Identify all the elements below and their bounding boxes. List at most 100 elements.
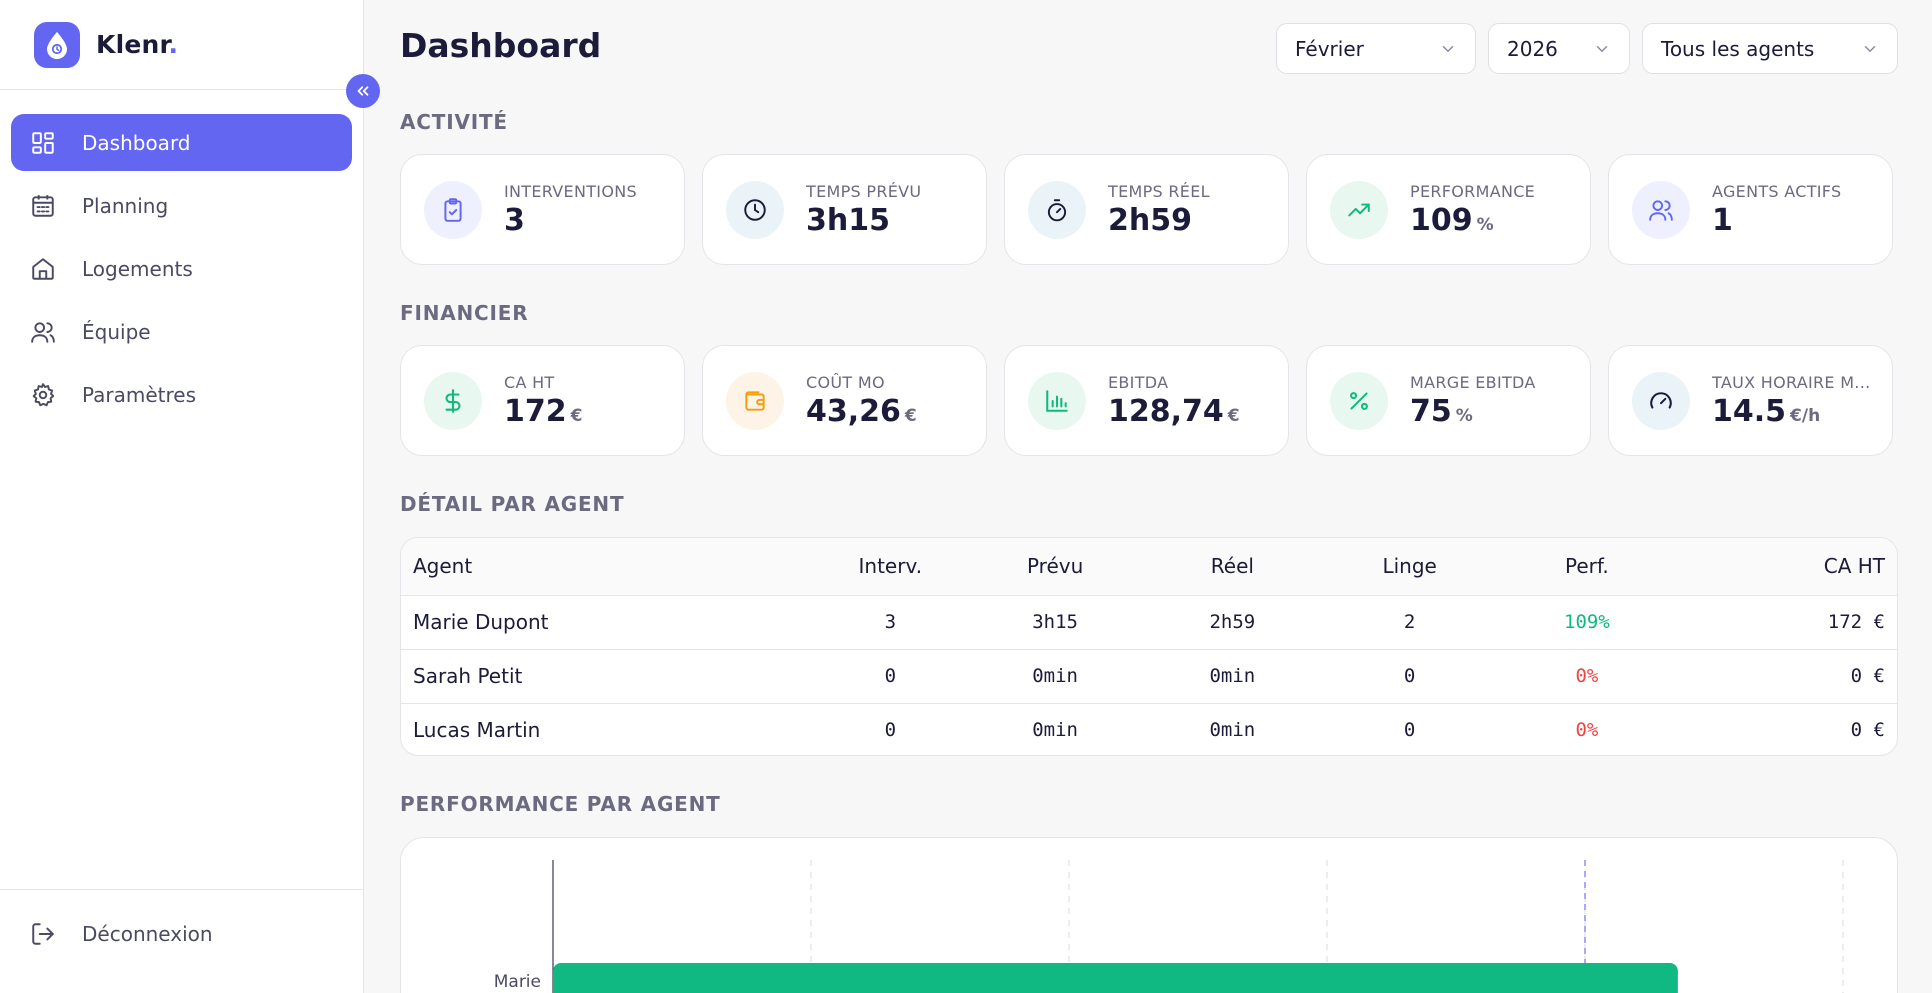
section-title-performance-agent: PERFORMANCE PAR AGENT [400, 792, 721, 816]
bar-marie[interactable] [553, 963, 1678, 993]
stat-label: TAUX HORAIRE M... [1712, 372, 1871, 392]
calendar-icon [29, 192, 57, 220]
stat-value: 75% [1410, 393, 1473, 429]
performance-chart: Marie [400, 837, 1898, 993]
chevrons-left-icon [357, 86, 369, 96]
stat-card-performance: PERFORMANCE 109% [1306, 154, 1591, 265]
stat-value: 172 € [504, 393, 583, 429]
sidebar-item-label: Dashboard [82, 130, 191, 155]
stat-value: 3h15 [806, 202, 890, 238]
stat-label: TEMPS PRÉVU [806, 181, 922, 201]
logout-icon [29, 920, 57, 948]
cell-perf: 0% [1514, 649, 1660, 704]
cell-interv: 3 [830, 595, 951, 650]
cell-reel: 0min [1209, 719, 1256, 742]
gauge-icon [1632, 371, 1690, 430]
stat-label: CA HT [504, 372, 555, 392]
droplet-logo-icon [34, 21, 80, 68]
sidebar-item-logements[interactable]: Logements [11, 240, 352, 297]
stat-card-temps-prevu: TEMPS PRÉVU 3h15 [702, 154, 987, 265]
clipboard-check-icon [424, 180, 482, 239]
table-row[interactable]: Marie Dupont 3 3h15 2h59 2 109% 172 € [401, 595, 1897, 650]
stat-label: COÛT MO [806, 372, 885, 392]
sidebar-item-parametres[interactable]: Paramètres [11, 366, 352, 423]
stat-label: EBITDA [1108, 372, 1169, 392]
stat-unit: € [1227, 405, 1240, 426]
performance-chart-svg: Marie [494, 860, 1844, 993]
sidebar-item-equipe[interactable]: Équipe [11, 303, 352, 360]
column-header-interv[interactable]: Interv. [830, 538, 951, 596]
month-select[interactable]: Février [1276, 23, 1476, 74]
sidebar-item-label: Logements [82, 256, 193, 281]
column-header-perf[interactable]: Perf. [1514, 538, 1660, 596]
stat-value: 109% [1410, 202, 1494, 238]
cell-ca-ht: 0 € [1659, 649, 1897, 704]
cell-linge: 0 [1304, 649, 1515, 704]
column-header-agent[interactable]: Agent [401, 538, 831, 596]
stat-value: 2h59 [1108, 202, 1192, 238]
column-header-linge[interactable]: Linge [1304, 538, 1515, 596]
trending-up-icon [1330, 180, 1388, 239]
table-row[interactable]: Lucas Martin 0 0min 0min 0 0% 0 € [401, 703, 1897, 755]
stat-card-marge-ebitda: MARGE EBITDA 75% [1306, 345, 1591, 456]
bar-chart-icon [1028, 371, 1086, 430]
cell-interv: 0 [884, 719, 897, 742]
column-header-ca-ht[interactable]: CA HT [1659, 538, 1897, 596]
agents-table: Agent Interv. Prévu Réel Linge Perf. CA … [400, 537, 1898, 756]
clock-icon [726, 180, 784, 239]
cell-prevu: 0min [1032, 719, 1078, 742]
stat-label: MARGE EBITDA [1410, 372, 1536, 392]
stat-label: TEMPS RÉEL [1108, 181, 1210, 201]
stat-card-cout-mo: COÛT MO 43,26 € [702, 345, 987, 456]
agent-select-value: Tous les agents [1661, 36, 1815, 61]
column-header-reel[interactable]: Réel [1159, 538, 1305, 596]
sidebar: Klenr. Dashboard Planning Logements Équi… [0, 0, 364, 993]
page-title: Dashboard [400, 26, 602, 65]
sidebar-item-label: Paramètres [82, 382, 197, 407]
year-select[interactable]: 2026 [1488, 23, 1630, 74]
financial-cards: CA HT 172 € COÛT MO 43,26 € EBITDA 128,74 € [400, 345, 1898, 456]
section-title-detail-agent: DÉTAIL PAR AGENT [400, 492, 625, 516]
stat-unit: % [1455, 405, 1473, 426]
cell-reel: 0min [1159, 649, 1305, 704]
stat-card-ebitda: EBITDA 128,74 € [1004, 345, 1289, 456]
activity-cards: INTERVENTIONS 3 TEMPS PRÉVU 3h15 TEMPS R… [400, 154, 1898, 265]
percent-icon [1330, 371, 1388, 430]
stat-unit: % [1476, 214, 1494, 235]
cell-perf: 0% [1575, 719, 1599, 742]
collapse-sidebar-button[interactable] [346, 74, 380, 108]
brand[interactable]: Klenr. [0, 0, 363, 90]
logout-button[interactable]: Déconnexion [29, 920, 213, 948]
cell-prevu: 0min [950, 649, 1160, 704]
home-icon [29, 255, 57, 283]
stat-label: INTERVENTIONS [504, 181, 637, 201]
category-label: Marie [494, 972, 541, 992]
sidebar-item-label: Planning [82, 193, 169, 218]
cell-agent: Sarah Petit [401, 649, 831, 704]
stat-card-taux-horaire: TAUX HORAIRE M... 14.5 €/h [1608, 345, 1893, 456]
stat-label: AGENTS ACTIFS [1712, 181, 1842, 201]
dashboard-grid-icon [29, 129, 57, 157]
stat-value: 43,26 € [806, 393, 917, 429]
sidebar-item-label: Équipe [82, 319, 151, 344]
column-header-prevu[interactable]: Prévu [950, 538, 1160, 596]
sidebar-divider [0, 889, 364, 890]
stat-card-temps-reel: TEMPS RÉEL 2h59 [1004, 154, 1289, 265]
sidebar-item-dashboard[interactable]: Dashboard [11, 114, 352, 171]
cell-prevu: 3h15 [950, 595, 1160, 650]
sidebar-item-planning[interactable]: Planning [11, 177, 352, 234]
cell-agent: Marie Dupont [401, 595, 831, 650]
gear-icon [29, 381, 57, 409]
chevron-down-icon [1596, 45, 1608, 52]
users-icon [29, 318, 57, 346]
stat-label: PERFORMANCE [1410, 181, 1536, 201]
users-icon [1632, 180, 1690, 239]
stat-card-interventions: INTERVENTIONS 3 [400, 154, 685, 265]
stopwatch-icon [1028, 180, 1086, 239]
dollar-icon [424, 371, 482, 430]
stat-unit: €/h [1790, 405, 1821, 426]
cell-linge: 2 [1304, 595, 1515, 650]
table-row[interactable]: Sarah Petit 0 0min 0min 0 0% 0 € [401, 649, 1897, 704]
agent-select[interactable]: Tous les agents [1642, 23, 1898, 74]
cell-agent: Lucas Martin [413, 718, 541, 743]
